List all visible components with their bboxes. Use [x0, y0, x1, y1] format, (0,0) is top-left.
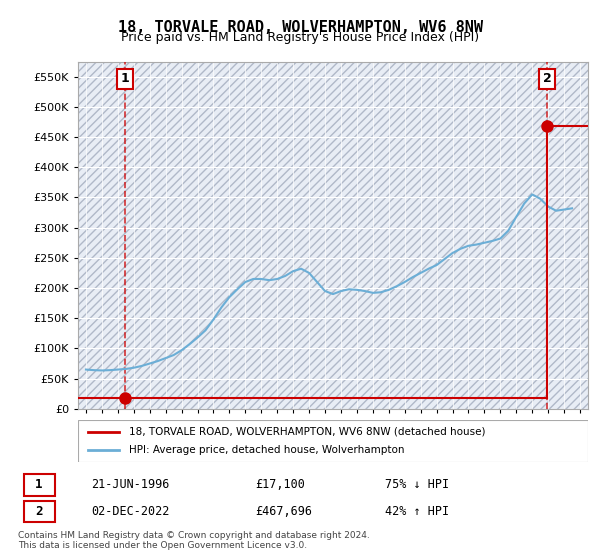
- Text: 2: 2: [542, 72, 551, 86]
- Text: 1: 1: [35, 478, 43, 492]
- Text: 2: 2: [35, 505, 43, 518]
- Text: 02-DEC-2022: 02-DEC-2022: [91, 505, 170, 518]
- Text: Contains HM Land Registry data © Crown copyright and database right 2024.
This d: Contains HM Land Registry data © Crown c…: [18, 530, 370, 550]
- Text: £17,100: £17,100: [255, 478, 305, 492]
- Text: £467,696: £467,696: [255, 505, 312, 518]
- Text: Price paid vs. HM Land Registry's House Price Index (HPI): Price paid vs. HM Land Registry's House …: [121, 31, 479, 44]
- Text: 21-JUN-1996: 21-JUN-1996: [91, 478, 170, 492]
- Text: 42% ↑ HPI: 42% ↑ HPI: [385, 505, 449, 518]
- FancyBboxPatch shape: [23, 474, 55, 496]
- FancyBboxPatch shape: [78, 420, 588, 462]
- Text: 18, TORVALE ROAD, WOLVERHAMPTON, WV6 8NW (detached house): 18, TORVALE ROAD, WOLVERHAMPTON, WV6 8NW…: [129, 427, 485, 437]
- Text: 18, TORVALE ROAD, WOLVERHAMPTON, WV6 8NW: 18, TORVALE ROAD, WOLVERHAMPTON, WV6 8NW: [118, 20, 482, 35]
- FancyBboxPatch shape: [23, 501, 55, 522]
- Text: 75% ↓ HPI: 75% ↓ HPI: [385, 478, 449, 492]
- Text: 1: 1: [121, 72, 130, 86]
- Text: HPI: Average price, detached house, Wolverhampton: HPI: Average price, detached house, Wolv…: [129, 445, 404, 455]
